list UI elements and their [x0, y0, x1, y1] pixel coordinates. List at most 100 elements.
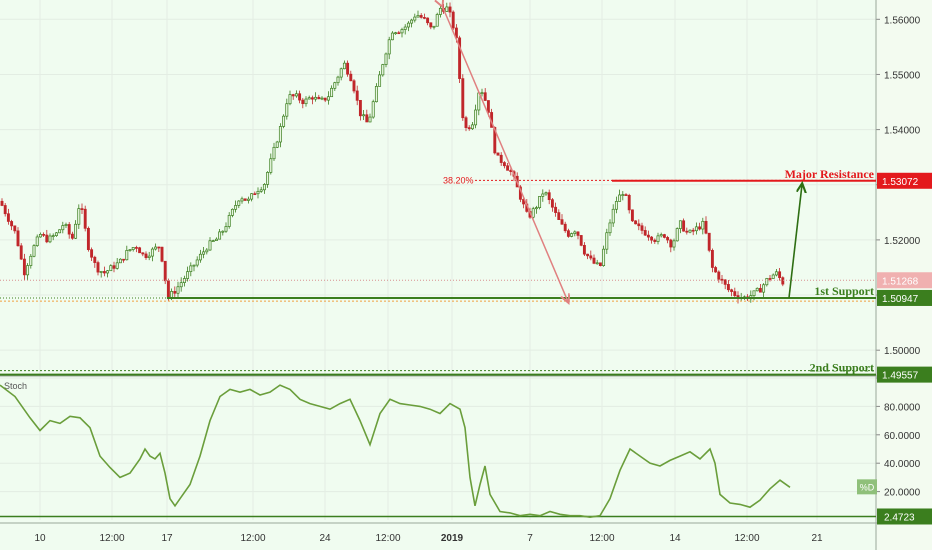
candle-body [54, 232, 58, 236]
candle-body [637, 223, 641, 227]
stoch-series-badge [857, 479, 877, 495]
candle-body [42, 233, 46, 236]
candle-body [285, 103, 289, 117]
candle-body [13, 225, 17, 232]
candle-body [435, 14, 439, 27]
candle-body [710, 249, 714, 268]
candle-body [253, 193, 257, 196]
candle-body [374, 86, 378, 103]
candle-body [406, 22, 410, 28]
candle-body [122, 258, 126, 261]
level-price-label: 1.50947 [882, 294, 919, 305]
level-price-badge [877, 289, 932, 306]
candle-body [176, 286, 180, 294]
candle-body [19, 245, 23, 260]
candle-body [483, 92, 487, 101]
candle-body [230, 208, 234, 216]
candle-body [592, 257, 596, 264]
candle-body [202, 251, 206, 255]
candle-body [461, 78, 465, 119]
candle-body [269, 158, 273, 173]
candle-body [208, 240, 212, 251]
candle-body [403, 26, 407, 30]
candle-body [544, 192, 548, 195]
candle-body [262, 184, 266, 191]
candle-body [317, 96, 321, 100]
candle-body [688, 229, 692, 233]
level-name-label: Major Resistance [785, 167, 875, 181]
candle-body [349, 73, 353, 82]
candle-body [752, 290, 756, 297]
candle-body [714, 267, 718, 273]
candle-body [541, 193, 545, 197]
time-tick-label: 7 [527, 533, 533, 544]
candle-body [653, 239, 657, 242]
candle-body [621, 194, 625, 196]
candle-body [301, 99, 305, 105]
candle-body [659, 234, 663, 237]
candle-body [106, 270, 110, 274]
time-tick-label: 17 [161, 533, 173, 544]
time-tick-label: 12:00 [375, 533, 400, 544]
candle-body [147, 255, 151, 258]
candle-body [624, 194, 628, 196]
candle-body [704, 220, 708, 234]
candle-body [307, 97, 311, 100]
candle-body [0, 200, 4, 206]
candle-body [362, 114, 366, 117]
candle-body [499, 154, 503, 163]
candle-body [339, 68, 343, 78]
candle-body [778, 271, 782, 279]
candle-body [464, 117, 468, 128]
candle-body [115, 262, 119, 269]
breakout-arrow [788, 185, 802, 298]
price-tick-label: 1.52000 [884, 236, 921, 247]
candle-body [323, 97, 327, 101]
candle-body [723, 279, 727, 285]
candle-body [368, 116, 372, 123]
candle-body [576, 231, 580, 236]
candle-body [221, 230, 225, 233]
candle-body [358, 99, 362, 117]
candle-body [419, 15, 423, 18]
candle-body [29, 255, 33, 266]
candle-body [237, 200, 241, 206]
stoch-tick-label: 20.0000 [884, 488, 921, 499]
candle-body [586, 253, 590, 257]
candle-body [163, 260, 167, 282]
last-price-label: 1.51268 [882, 276, 919, 287]
time-tick-label: 10 [34, 533, 46, 544]
candle-body [22, 258, 26, 276]
candle-body [720, 278, 724, 281]
candle-body [218, 231, 222, 240]
candle-body [685, 230, 689, 233]
candle-body [211, 240, 215, 242]
candle-body [426, 17, 430, 24]
level-price-label: 1.53072 [882, 177, 919, 188]
candle-body [755, 287, 759, 292]
candle-body [330, 87, 334, 98]
candle-body [672, 240, 676, 248]
time-tick-label: 24 [319, 533, 331, 544]
candle-body [410, 19, 414, 24]
candle-body [256, 190, 260, 195]
candle-body [32, 245, 36, 257]
candle-body [118, 258, 122, 264]
time-tick-label: 12:00 [589, 533, 614, 544]
time-tick-label: 12:00 [240, 533, 265, 544]
candle-body [394, 32, 398, 35]
candle-body [320, 97, 324, 100]
price-tick-label: 1.50000 [884, 346, 921, 357]
time-tick-label: 12:00 [99, 533, 124, 544]
candle-body [554, 206, 558, 213]
time-tick-label: 21 [811, 533, 823, 544]
candle-body [195, 259, 199, 266]
candle-body [566, 230, 570, 237]
candle-body [630, 209, 634, 222]
candle-body [550, 199, 554, 208]
candle-body [666, 237, 670, 241]
candle-body [608, 222, 612, 234]
candle-body [758, 287, 762, 293]
candle-body [726, 284, 730, 291]
